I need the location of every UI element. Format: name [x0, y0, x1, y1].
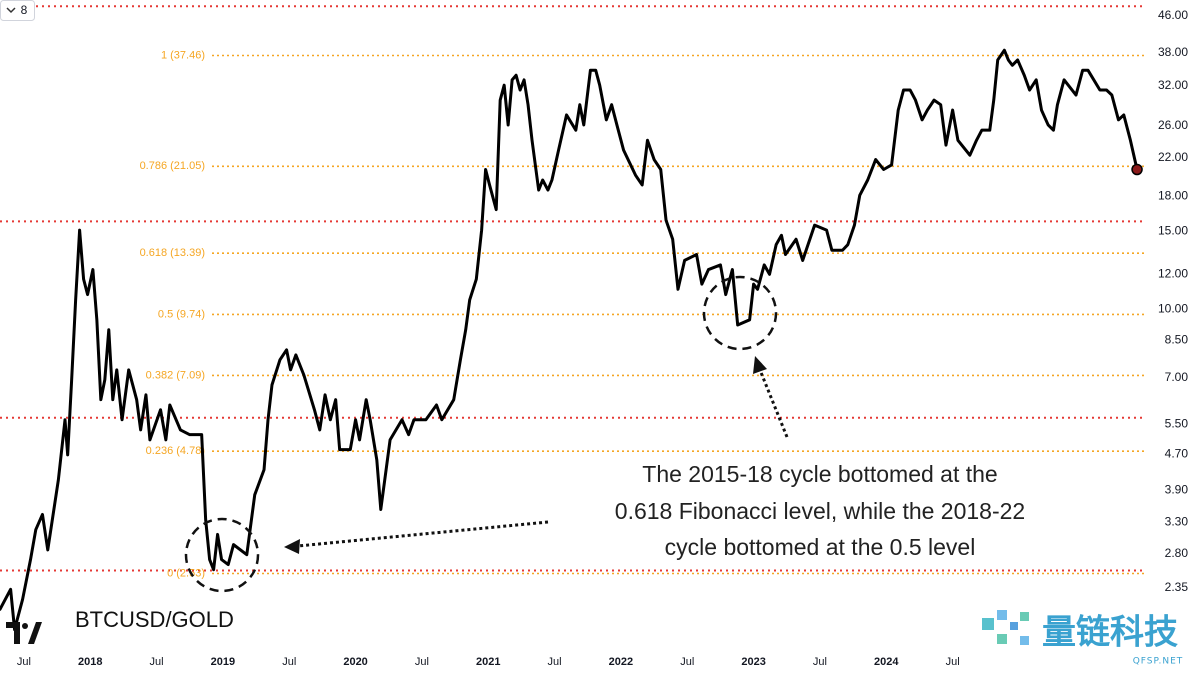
fib-level-label: 0.382 (7.09)	[146, 369, 205, 381]
y-tick-label: 46.00	[1158, 8, 1188, 22]
symbol-label: BTCUSD/GOLD	[75, 607, 234, 632]
x-tick-label: 2018	[78, 656, 102, 668]
highlight-circle	[702, 275, 778, 351]
annotation: The 2015-18 cycle bottomed at the	[642, 461, 997, 487]
x-tick-label: Jul	[282, 656, 296, 668]
arrow-head	[284, 539, 300, 554]
x-tick-label: 2024	[874, 656, 899, 668]
x-tick-label: 2023	[741, 656, 765, 668]
highlight-circle	[184, 517, 260, 593]
y-tick-label: 2.35	[1165, 580, 1189, 594]
x-tick-label: Jul	[548, 656, 562, 668]
x-tick-label: 2021	[476, 656, 500, 668]
y-tick-label: 2.80	[1165, 546, 1189, 560]
toolbar[interactable]: 8	[0, 0, 35, 21]
x-tick-label: Jul	[813, 656, 827, 668]
fib-level-label: 0.236 (4.78)	[146, 445, 205, 457]
chevron	[6, 7, 16, 14]
y-tick-label: 12.00	[1158, 266, 1188, 280]
x-tick-label: Jul	[150, 656, 164, 668]
x-tick-label: 2022	[609, 656, 633, 668]
y-tick-label: 38.00	[1158, 45, 1188, 59]
watermark-title: 量链科技	[1042, 613, 1178, 653]
fib-level-label: 1 (37.46)	[161, 49, 205, 61]
y-tick-label: 18.00	[1158, 189, 1188, 203]
y-tick-label: 15.00	[1158, 224, 1188, 238]
x-tick-label: 2020	[343, 656, 367, 668]
watermark-subtitle: QFSP.NET	[1133, 657, 1184, 667]
y-tick-label: 3.90	[1165, 482, 1189, 496]
x-tick-label: Jul	[17, 656, 31, 668]
logo	[6, 622, 42, 644]
annotation: 0.618 Fibonacci level, while the 2018-22	[615, 498, 1025, 524]
y-tick-label: 3.30	[1165, 515, 1189, 529]
y-tick-label: 7.00	[1165, 370, 1189, 384]
x-tick-label: Jul	[415, 656, 429, 668]
y-tick-label: 5.50	[1165, 416, 1189, 430]
price-line	[0, 48, 1139, 632]
levels: 1 (37.46) 0.786 (21.05) 0.618 (13.39) 0.5 (…	[0, 5, 1145, 579]
y-tick-label: 10.00	[1158, 302, 1188, 316]
x-tick-label: Jul	[946, 656, 960, 668]
y-tick-label: 26.00	[1158, 118, 1188, 132]
y-tick-label: 8.50	[1165, 333, 1189, 347]
arrow-head	[753, 356, 767, 374]
fib-level-label: 0.786 (21.05)	[140, 160, 205, 172]
y-tick-label: 22.00	[1158, 150, 1188, 164]
toolbar-label: 8	[21, 3, 28, 17]
x-tick-label: Jul	[680, 656, 694, 668]
watermark: 量链科技 QFSP.NET	[982, 610, 1184, 667]
fib-level-label: 0.618 (13.39)	[140, 247, 205, 259]
toolbar-button[interactable]	[0, 0, 35, 21]
x-tick-label: 2019	[211, 656, 235, 668]
y-tick-label: 32.00	[1158, 78, 1188, 92]
plot	[0, 48, 1143, 632]
y-tick-label: 4.70	[1165, 447, 1189, 461]
fib-level-label: 0.5 (9.74)	[158, 308, 205, 320]
annotation: cycle bottomed at the 0.5 level	[665, 534, 976, 560]
arrow-line	[758, 369, 789, 438]
fib-level-label: 0 (2.53)	[167, 567, 205, 579]
last-point-marker	[1131, 163, 1143, 176]
